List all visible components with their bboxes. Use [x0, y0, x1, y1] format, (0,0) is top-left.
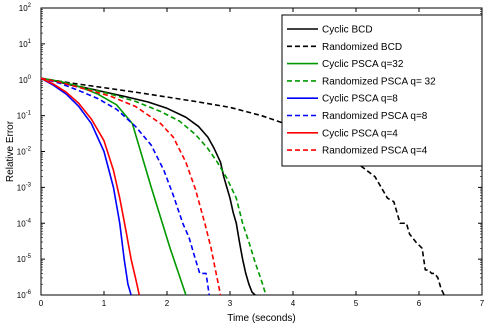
- legend-label: Cyclic BCD: [322, 25, 373, 36]
- legend: Cyclic BCD Randomized BCD Cyclic PSCA q=32…: [281, 14, 483, 167]
- y-tick-label: 101: [19, 39, 32, 49]
- x-tick-label: 5: [354, 299, 359, 308]
- y-tick-label: 10-3: [17, 182, 32, 192]
- legend-label: Randomized PSCA q=4: [322, 146, 428, 157]
- x-tick-label: 4: [291, 299, 296, 308]
- y-tick-label: 10-4: [17, 218, 32, 228]
- y-tick-label: 102: [19, 3, 32, 13]
- legend-label: Cyclic PSCA q=8: [322, 94, 398, 105]
- legend-label: Randomized PSCA q= 32: [322, 76, 436, 87]
- legend-label: Randomized BCD: [322, 42, 402, 53]
- series-lines: [40, 77, 445, 296]
- y-tick-label: 10-6: [17, 290, 32, 300]
- y-tick-label: 10-5: [17, 254, 32, 264]
- axis-tick-labels: 0 1 2 3 4 5 6 7 10-6 10-5 10-4 10-3 10-2 10-1 100 101 10…: [17, 3, 485, 308]
- series-line-5: [40, 77, 132, 296]
- x-tick-label: 0: [39, 299, 44, 308]
- y-tick-label: 10-1: [17, 111, 32, 121]
- series-line-4: [40, 77, 267, 296]
- legend-label: Cyclic PSCA q=4: [322, 128, 398, 139]
- x-axis-label: Time (seconds): [227, 313, 296, 324]
- y-tick-label: 100: [19, 75, 32, 85]
- legend-box: [281, 14, 483, 167]
- legend-label: Randomized PSCA q=8: [322, 111, 428, 122]
- y-tick-label: 10-2: [17, 147, 32, 157]
- x-tick-label: 3: [228, 299, 233, 308]
- x-tick-label: 1: [102, 299, 107, 308]
- series-line-2: [40, 77, 445, 296]
- series-line-8: [40, 77, 222, 296]
- x-tick-label: 7: [480, 299, 485, 308]
- series-line-6: [40, 77, 211, 296]
- x-tick-label: 6: [417, 299, 422, 308]
- series-line-7: [40, 77, 141, 296]
- y-axis-label: Relative Error: [5, 120, 16, 182]
- x-tick-label: 2: [165, 299, 170, 308]
- legend-label: Cyclic PSCA q=32: [322, 59, 404, 70]
